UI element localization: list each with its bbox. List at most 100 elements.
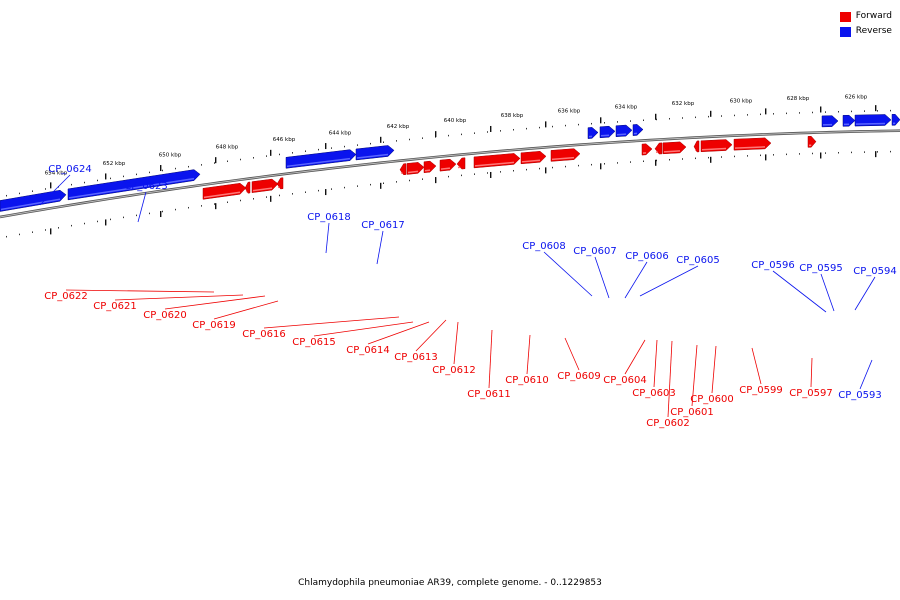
leader-line [114,294,244,301]
major-tick-upper [325,143,327,150]
gene-shade [286,157,351,168]
major-tick-upper [50,182,52,189]
gene-label-cp_0622: CP_0622 [44,291,87,302]
gene-arrow-cp_0601 [693,140,700,153]
minor-tick-upper [591,122,592,125]
gene-label-cp_0621: CP_0621 [93,301,136,312]
gene-label-cp_0612: CP_0612 [432,365,475,376]
major-tick-lower [325,189,327,196]
tick-label: 626 kbp [845,95,868,101]
minor-tick-lower [604,163,605,165]
minor-tick-lower [253,198,254,200]
gene-shade [521,159,541,163]
major-tick-lower [710,156,712,163]
minor-tick-lower [864,151,865,153]
minor-tick-upper [32,190,33,192]
minor-tick-lower [71,224,72,227]
leader-line [653,339,658,388]
major-tick-upper [765,108,767,115]
minor-tick-upper [188,165,189,168]
gene-label-cp_0599: CP_0599 [739,385,782,396]
minor-tick-upper [240,158,241,161]
gene-label-cp_0596: CP_0596 [751,260,794,271]
gene-label-cp_0617: CP_0617 [361,220,404,231]
minor-tick-lower [721,156,722,158]
major-tick-lower [600,163,602,170]
major-tick-lower [435,177,437,184]
gene-label-cp_0593: CP_0593 [838,390,881,401]
tick-label: 648 kbp [216,145,239,151]
minor-tick-upper [201,164,202,166]
minor-tick-lower [6,235,7,238]
major-tick-lower [380,182,382,189]
minor-tick-lower [695,157,696,160]
leader-line [772,270,827,313]
legend-label-reverse: Reverse [855,26,892,36]
gene-label-cp_0601: CP_0601 [670,407,713,418]
tick-label: 636 kbp [558,109,581,115]
minor-tick-lower [760,154,761,157]
minor-tick-upper [279,153,280,156]
major-tick-upper [215,157,217,164]
major-tick-upper [270,149,272,156]
minor-tick-lower [890,150,891,153]
gene-shade [440,167,451,170]
gene-shade [551,156,575,161]
gene-shade [407,170,419,174]
leader-line [39,174,71,206]
minor-tick-upper [487,131,488,133]
minor-tick-upper [825,111,826,113]
gene-arrow-cp_0612 [456,157,466,170]
minor-tick-lower [786,153,787,156]
major-tick-lower [50,228,52,235]
minor-tick-upper [84,181,85,184]
minor-tick-upper [630,120,631,122]
gene-shade [203,191,241,199]
minor-tick-lower [188,206,189,209]
minor-tick-lower [747,155,748,157]
minor-tick-upper [461,133,462,136]
reverse-swatch [839,26,851,37]
major-tick-lower [875,151,877,158]
major-tick-upper [710,110,712,117]
gene-label-cp_0604: CP_0604 [603,375,646,386]
gene-label-cp_0620: CP_0620 [143,310,186,321]
leader-line [810,357,813,388]
leader-line [820,273,835,312]
gene-arrow-cp_0603 [654,142,663,155]
gene-label-cp_0615: CP_0615 [292,337,335,348]
gene-shade [734,146,766,149]
major-tick-upper [160,165,162,172]
major-tick-upper [875,105,877,112]
minor-tick-upper [890,109,891,112]
minor-tick-upper [786,112,787,115]
leader-line [526,334,531,375]
minor-tick-upper [357,144,358,146]
minor-tick-lower [58,227,59,229]
leader-line [667,340,673,418]
minor-tick-lower [357,185,358,187]
major-tick-lower [545,167,547,174]
minor-tick-upper [513,128,514,131]
minor-tick-upper [552,125,553,128]
minor-tick-upper [45,188,46,190]
minor-tick-upper [253,157,254,159]
gene-shade [252,187,273,192]
genome-caption: Chlamydophila pneumoniae AR39, complete … [298,578,602,588]
minor-tick-upper [422,137,423,139]
minor-tick-upper [539,126,540,129]
minor-tick-upper [851,110,852,113]
tick-label: 640 kbp [444,118,467,124]
minor-tick-lower [97,220,98,223]
minor-tick-upper [617,121,618,123]
gene-shade [474,161,515,167]
backbone-highlight [0,130,900,218]
minor-tick-lower [799,153,800,155]
gene-shade [356,153,389,159]
minor-tick-upper [695,116,696,119]
major-tick-upper [655,113,657,120]
tick-label: 642 kbp [387,124,410,130]
major-tick-lower [270,195,272,202]
gene-label-cp_0610: CP_0610 [505,375,548,386]
